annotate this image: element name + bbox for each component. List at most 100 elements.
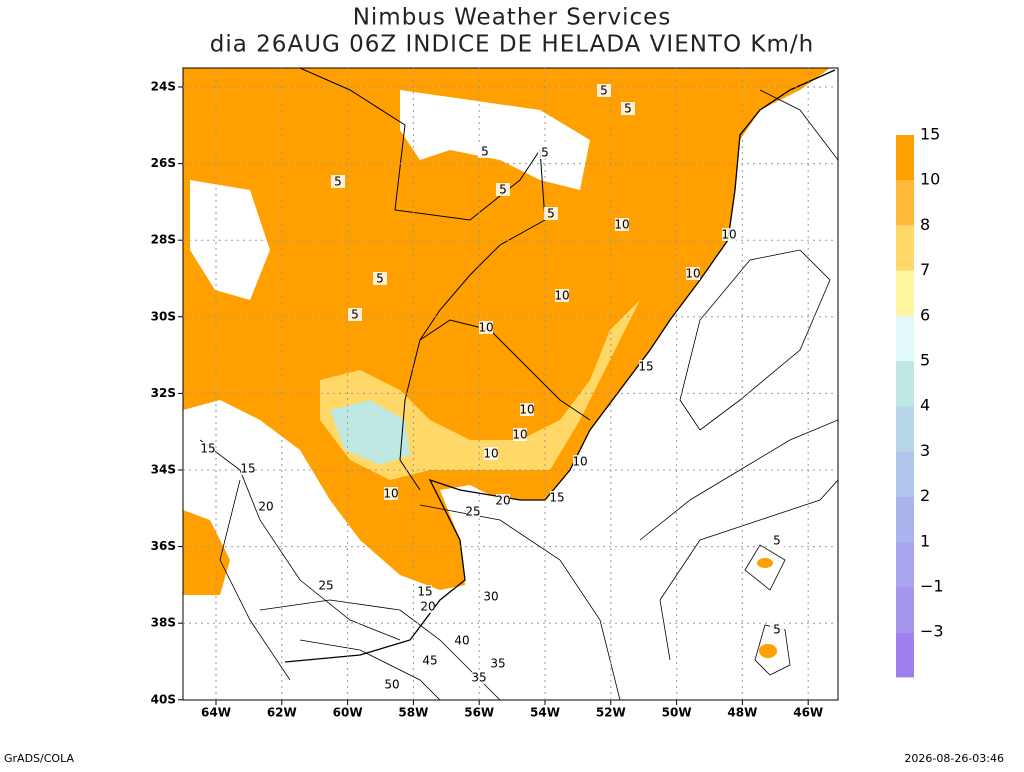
colorbar-box [896,270,914,316]
lat-label: 28S [151,233,176,247]
contour-label: 5 [334,175,342,189]
lon-label: 54W [530,706,560,720]
colorbar-box [896,406,914,452]
lon-label: 58W [398,706,428,720]
border [299,68,591,491]
contour-label: 20 [258,500,273,514]
label-bg [479,321,493,334]
contour-label: 10 [554,289,569,303]
colorbar-box [896,587,914,633]
label-bg [496,494,510,507]
contour-label: 15 [549,491,564,505]
contour-label: 5 [481,145,489,159]
label-bg [597,84,611,97]
label-bg [478,145,492,158]
lat-label: 24S [151,80,176,94]
contour-label: 10 [572,455,587,469]
label-bg [615,218,629,231]
contour-label: 15 [240,462,255,476]
colorbar-box [896,361,914,407]
colorbar-label: −3 [920,622,944,641]
shaded-region [183,68,830,590]
footer-left: GrADS/COLA [4,752,74,765]
contour-label: 5 [600,84,608,98]
label-bg [331,175,345,188]
label-bg [686,267,700,280]
contour-label: 15 [200,442,215,456]
contour-label: 20 [495,494,510,508]
shaded-region [183,510,230,595]
label-bg [319,579,333,592]
colorbar-box [896,451,914,497]
title: Nimbus Weather Services [353,5,672,31]
colorbar-label: 1 [920,531,930,550]
contour-label: 35 [490,657,505,671]
contour-label: 5 [547,207,555,221]
colorbar-label: −1 [920,577,944,596]
label-bg [421,600,435,613]
contour-label: 40 [454,634,469,648]
contour-label: 5 [499,183,507,197]
coastline [284,69,836,663]
colorbar-box [896,496,914,542]
lon-label: 60W [333,706,363,720]
contour-label: 45 [422,654,437,668]
contour-label: 10 [614,218,629,232]
lon-label: 48W [727,706,757,720]
lat-label: 26S [151,156,176,170]
contour-label: 10 [685,267,700,281]
colorbar-label: 8 [920,215,930,234]
colorbar-label: 3 [920,441,930,460]
lon-label: 52W [596,706,626,720]
contour-label: 30 [483,590,498,604]
colorbar-label: 2 [920,486,930,505]
contour-label: 10 [478,321,493,335]
contour-label: 10 [383,487,398,501]
label-bg [418,585,432,598]
colorbar-label: 15 [920,125,940,144]
label-bg [496,183,510,196]
contour-label: 5 [624,102,632,116]
contour-label: 5 [773,534,781,548]
shaded-region [190,180,270,300]
lon-label: 64W [201,706,231,720]
label-bg [259,500,273,513]
contour-label: 5 [773,623,781,637]
lon-label: 46W [793,706,823,720]
label-bg [544,207,558,220]
contour-label: 50 [384,678,399,692]
label-bg [722,228,736,241]
label-bg [573,455,587,468]
map-area [182,67,839,701]
shaded-region [330,400,410,465]
label-bg [484,590,498,603]
lon-label: 62W [267,706,297,720]
label-bg [555,289,569,302]
colorbar-box [896,315,914,361]
label-bg [520,403,534,416]
contour-label: 25 [318,579,333,593]
lon-label: 50W [662,706,692,720]
contour-label: 20 [420,600,435,614]
label-bg [513,428,527,441]
label-bg [770,534,784,547]
contour-label: 25 [465,505,480,519]
footer-right: 2026-08-26-03:46 [904,752,1004,765]
label-bg [550,491,564,504]
contour-label: 10 [721,228,736,242]
colorbar-label: 6 [920,305,930,324]
lat-label: 32S [151,386,176,400]
lat-label: 34S [151,463,176,477]
colorbar-label: 5 [920,351,930,370]
shaded-region [400,90,590,190]
shaded-region [759,644,777,658]
colorbar-label: 4 [920,396,930,415]
lat-label: 40S [151,692,176,706]
graticule: 24S 26S 28S 30S 32S 34S 36S 38S 40S 64W 62W 60W 58W 5… [151,68,838,720]
contour-label: 10 [512,428,527,442]
colorbar-box [896,225,914,271]
label-bg [466,505,480,518]
colorbar-box [896,541,914,587]
